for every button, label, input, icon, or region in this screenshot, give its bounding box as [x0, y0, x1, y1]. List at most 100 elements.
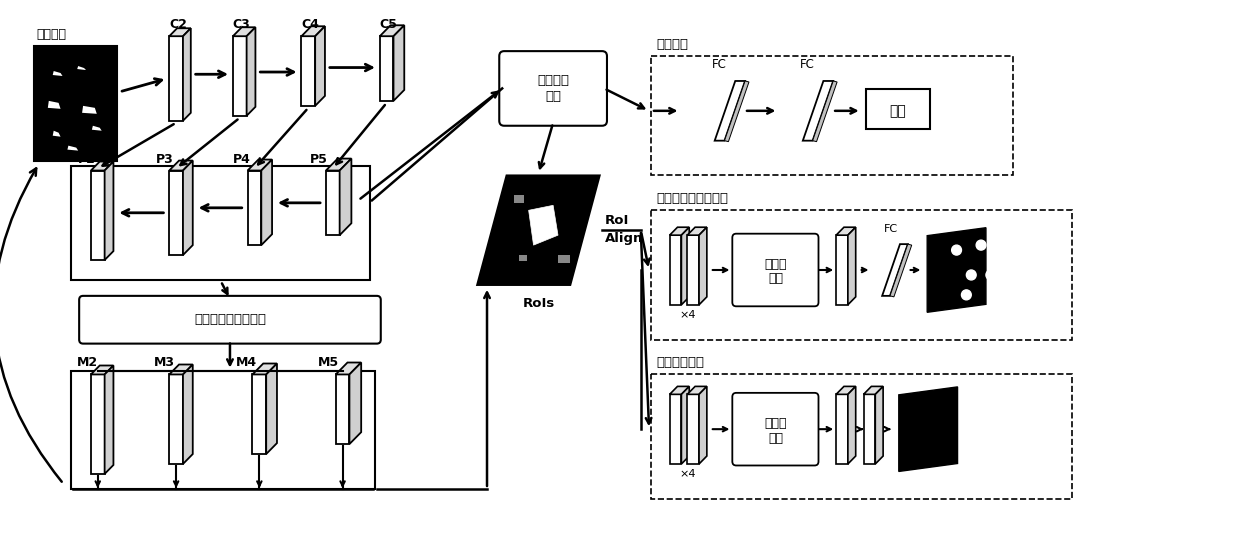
Polygon shape — [183, 365, 193, 464]
Circle shape — [986, 270, 996, 280]
Polygon shape — [170, 160, 193, 171]
Polygon shape — [248, 171, 261, 245]
FancyBboxPatch shape — [732, 393, 819, 465]
Polygon shape — [35, 46, 118, 160]
Text: C5: C5 — [379, 18, 398, 31]
Polygon shape — [92, 126, 102, 131]
Polygon shape — [514, 195, 524, 203]
Polygon shape — [261, 160, 273, 245]
Polygon shape — [233, 27, 255, 36]
Polygon shape — [688, 386, 707, 394]
Polygon shape — [477, 175, 600, 285]
Polygon shape — [301, 36, 315, 106]
Polygon shape — [669, 386, 689, 394]
Polygon shape — [90, 161, 114, 171]
Polygon shape — [688, 235, 699, 305]
Text: P3: P3 — [155, 153, 173, 166]
Polygon shape — [326, 171, 339, 235]
Circle shape — [961, 290, 971, 300]
Bar — [650, 210, 1072, 339]
FancyBboxPatch shape — [79, 296, 380, 344]
Polygon shape — [813, 81, 838, 141]
Text: 掩膜分割分支: 掩膜分割分支 — [655, 357, 704, 370]
Polygon shape — [715, 81, 745, 140]
Polygon shape — [48, 101, 61, 109]
Text: FC: FC — [883, 224, 898, 234]
Polygon shape — [519, 255, 527, 261]
Polygon shape — [253, 374, 266, 454]
Polygon shape — [90, 374, 104, 474]
FancyBboxPatch shape — [732, 233, 819, 306]
Polygon shape — [882, 244, 908, 296]
Text: 网络: 网络 — [545, 90, 561, 103]
Text: 分类分支: 分类分支 — [655, 38, 688, 51]
Polygon shape — [669, 235, 681, 305]
Text: 注意力: 注意力 — [764, 417, 787, 430]
Polygon shape — [681, 227, 689, 305]
Polygon shape — [253, 364, 278, 374]
Polygon shape — [380, 25, 404, 36]
Polygon shape — [669, 394, 681, 464]
Polygon shape — [248, 160, 273, 171]
Polygon shape — [170, 171, 183, 255]
Polygon shape — [803, 81, 833, 140]
Text: 区域提议: 区域提议 — [538, 74, 569, 87]
Polygon shape — [349, 363, 362, 444]
Polygon shape — [699, 227, 707, 305]
Text: M3: M3 — [154, 357, 175, 370]
Text: C2: C2 — [170, 18, 187, 31]
Text: ×4: ×4 — [679, 310, 695, 320]
Polygon shape — [233, 36, 247, 116]
Text: Align: Align — [605, 232, 643, 245]
Text: 模块: 模块 — [768, 431, 783, 444]
Text: 自适应特征融合模块: 自适应特征融合模块 — [195, 313, 266, 326]
Polygon shape — [898, 387, 958, 471]
Polygon shape — [681, 386, 689, 464]
Text: C3: C3 — [233, 18, 250, 31]
Polygon shape — [183, 29, 191, 121]
Bar — [72, 371, 375, 489]
Text: P2: P2 — [78, 153, 95, 166]
Text: FC: FC — [800, 58, 815, 71]
Polygon shape — [836, 394, 847, 464]
Bar — [650, 56, 1014, 175]
Polygon shape — [836, 386, 856, 394]
Polygon shape — [339, 159, 352, 235]
Polygon shape — [266, 364, 278, 454]
Circle shape — [976, 240, 986, 250]
Polygon shape — [326, 159, 352, 171]
Bar — [650, 374, 1072, 499]
Text: 水平边界框回归分支: 水平边界框回归分支 — [655, 192, 729, 206]
Polygon shape — [669, 227, 689, 235]
Polygon shape — [82, 106, 97, 114]
Polygon shape — [380, 36, 394, 101]
Polygon shape — [247, 27, 255, 116]
Polygon shape — [927, 228, 986, 312]
Text: RoIs: RoIs — [523, 297, 555, 310]
Polygon shape — [90, 365, 114, 374]
Polygon shape — [170, 36, 183, 121]
Text: P5: P5 — [310, 153, 328, 166]
Text: 轿车: 轿车 — [890, 104, 906, 118]
Polygon shape — [104, 161, 114, 260]
Polygon shape — [394, 25, 404, 101]
Polygon shape — [875, 386, 883, 464]
Polygon shape — [170, 374, 183, 464]
Text: FC: FC — [712, 58, 727, 71]
Text: M4: M4 — [237, 357, 258, 370]
Polygon shape — [315, 26, 325, 106]
Text: M5: M5 — [318, 357, 339, 370]
Polygon shape — [688, 394, 699, 464]
Polygon shape — [847, 227, 856, 305]
Text: 输入图像: 输入图像 — [36, 28, 66, 41]
Text: P4: P4 — [233, 153, 250, 166]
Text: 注意力: 注意力 — [764, 258, 787, 271]
Polygon shape — [183, 160, 193, 255]
Polygon shape — [104, 365, 114, 474]
Polygon shape — [336, 363, 362, 374]
Polygon shape — [170, 29, 191, 36]
Polygon shape — [847, 386, 856, 464]
Polygon shape — [53, 71, 62, 76]
Text: C4: C4 — [301, 18, 320, 31]
Text: RoI: RoI — [605, 214, 629, 226]
